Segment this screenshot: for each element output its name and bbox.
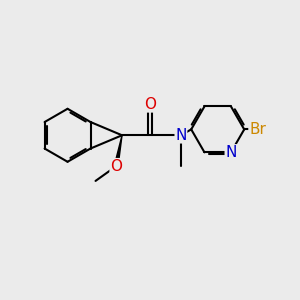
Text: O: O: [144, 97, 156, 112]
Text: N: N: [175, 128, 187, 143]
Text: N: N: [225, 145, 237, 160]
Text: O: O: [110, 159, 122, 174]
Text: Br: Br: [249, 122, 266, 137]
Polygon shape: [114, 135, 122, 167]
